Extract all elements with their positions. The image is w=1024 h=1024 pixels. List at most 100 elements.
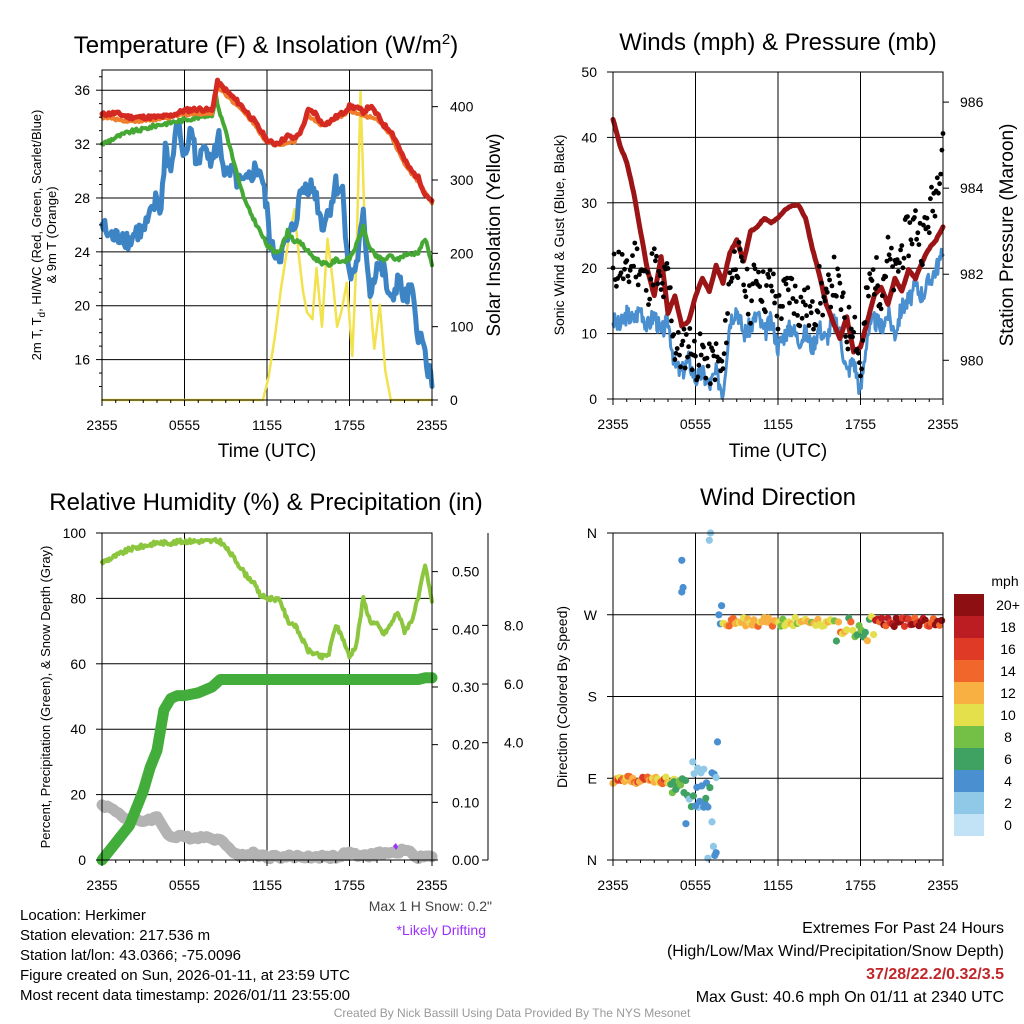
direction-point (847, 618, 855, 626)
direction-point (700, 765, 708, 773)
legend-swatch (954, 638, 984, 660)
gust-point (750, 281, 756, 287)
drift-marker (393, 843, 398, 850)
x-tick-label: 1755 (845, 416, 876, 432)
gust-point (827, 277, 832, 283)
direction-point (694, 764, 702, 772)
gust-point (871, 292, 877, 297)
gust-point (875, 283, 881, 289)
gust-point (855, 350, 861, 356)
direction-point (704, 854, 712, 862)
direction-point (682, 776, 690, 785)
gust-point (677, 352, 682, 358)
gust-point (696, 362, 702, 368)
gust-point (756, 269, 761, 275)
y-tick-label: 80 (70, 590, 86, 606)
gust-point (769, 288, 775, 294)
gust-point (821, 294, 827, 300)
extremes-box: Extremes For Past 24 Hours (High/Low/Max… (667, 917, 1004, 1009)
gust-point (724, 340, 729, 346)
gust-point (804, 313, 809, 319)
direction-point (709, 842, 718, 851)
gust-point (708, 381, 713, 387)
gust-point (713, 341, 719, 347)
direction-panel: Wind Direction 2355 0555 1155 1755 2355NESWN… (554, 484, 1020, 893)
gust-point (768, 283, 774, 289)
series-sonic-wind (611, 247, 945, 400)
direction-point (861, 628, 869, 637)
legend-swatch (954, 682, 984, 704)
gust-point (916, 242, 922, 248)
legend-label: 16 (1000, 641, 1016, 657)
direction-point (696, 797, 704, 806)
gust-point (915, 230, 921, 236)
gust-point (686, 344, 691, 350)
gust-point (810, 299, 815, 304)
gust-point (697, 331, 703, 337)
y2-tick-label: 0.30 (452, 679, 479, 695)
y-tick-label: 40 (70, 721, 86, 737)
gust-point (733, 267, 738, 273)
legend-label: 12 (1000, 685, 1016, 701)
gust-point (679, 342, 685, 348)
winds-panel: Winds (mph) & Pressure (mb) 2355 0555 1155… (551, 29, 1018, 462)
y2-tick-label: 0.50 (452, 564, 479, 580)
gust-point (682, 365, 688, 371)
direction-point (718, 602, 726, 610)
gust-point (637, 272, 642, 277)
legend-swatch (954, 660, 984, 682)
temperature-panel: Temperature (F) & Insolation (W/m2) 2355… (29, 31, 505, 462)
extremes-values: 37/28/22.2/0.32/3.5 (866, 966, 1004, 983)
gust-point (787, 300, 792, 306)
gust-point (844, 339, 850, 345)
series-precipitation (96, 672, 438, 866)
gust-point (712, 377, 718, 383)
y-tick-label: 20 (581, 260, 597, 276)
gust-point (672, 357, 678, 362)
direction-grid (613, 533, 943, 860)
gust-point (766, 274, 772, 280)
x-tick-label: 0555 (680, 877, 711, 893)
y-tick-label: 32 (74, 136, 90, 152)
gust-point (939, 147, 945, 153)
y2-tick-label: 100 (450, 319, 474, 335)
gust-point (820, 312, 826, 318)
gust-point (774, 313, 780, 319)
direction-point (704, 803, 712, 811)
gust-point (760, 269, 766, 274)
gust-point (883, 274, 889, 280)
gust-point (890, 264, 895, 269)
gust-point (938, 171, 944, 177)
humidity-ticks: 2355 0555 1155 1755 23550204060801000.000.10… (63, 525, 524, 893)
y-tick-label: 60 (70, 656, 86, 672)
direction-point (713, 738, 722, 746)
gust-point (870, 267, 876, 272)
x-tick-label: 2355 (927, 877, 958, 893)
y-tick-label: 10 (581, 326, 597, 342)
figure-created: Figure created on Sun, 2026-01-11, at 23… (20, 967, 350, 984)
gust-point (877, 302, 883, 307)
winds-series (610, 116, 946, 400)
y2-tick-label: 400 (450, 99, 474, 115)
direction-point (708, 818, 716, 826)
gust-point (727, 270, 733, 276)
direction-point (690, 770, 698, 778)
direction-point (712, 773, 720, 782)
gust-point (840, 290, 846, 296)
x-tick-label: 1155 (763, 416, 793, 432)
y2-tick-label: 0 (450, 392, 458, 408)
drifting-note: *Likely Drifting (397, 922, 486, 938)
humidity-grid (102, 532, 432, 861)
direction-point (834, 618, 843, 626)
x-tick-label: 1155 (763, 877, 793, 893)
gust-point (851, 329, 856, 335)
gust-point (926, 230, 932, 236)
gust-point (698, 352, 704, 358)
gust-point (614, 283, 619, 289)
gust-point (846, 304, 852, 310)
gust-point (722, 318, 728, 323)
extremes-subtitle: (High/Low/Max Wind/Precipitation/Snow De… (666, 943, 1004, 960)
gust-point (835, 266, 840, 272)
gust-point (836, 273, 842, 278)
direction-point (678, 556, 686, 564)
